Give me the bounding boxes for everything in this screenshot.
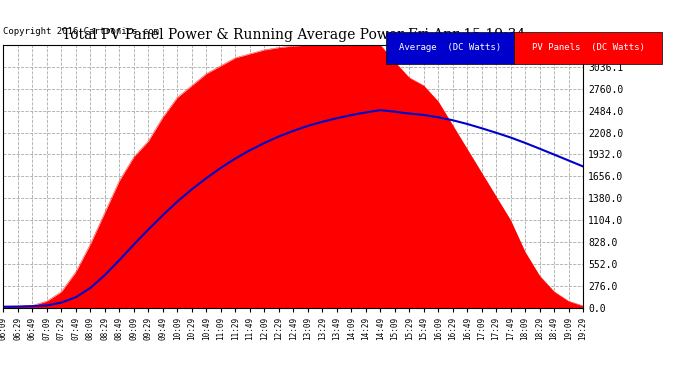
Title: Total PV Panel Power & Running Average Power Fri Apr 15 19:34: Total PV Panel Power & Running Average P… <box>61 28 525 42</box>
Text: Average  (DC Watts): Average (DC Watts) <box>399 44 502 52</box>
Text: Copyright 2016 Cartronics.com: Copyright 2016 Cartronics.com <box>3 27 159 36</box>
Text: PV Panels  (DC Watts): PV Panels (DC Watts) <box>532 44 644 52</box>
